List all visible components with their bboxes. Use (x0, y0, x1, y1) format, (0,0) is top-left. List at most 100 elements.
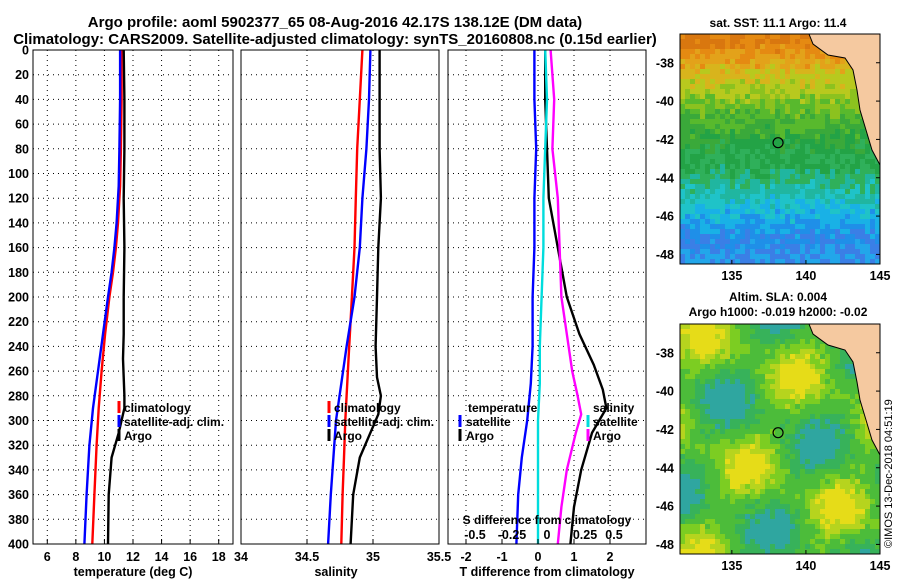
map-cell (845, 439, 850, 444)
map-cell (695, 484, 700, 489)
map-cell (785, 234, 790, 239)
map-cell (710, 49, 715, 54)
map-cell (860, 149, 865, 154)
map-cell (800, 174, 805, 179)
map-cell (825, 349, 830, 354)
map-cell (800, 184, 805, 189)
map-cell (865, 454, 870, 459)
map-cell (765, 404, 770, 409)
map-cell (790, 349, 795, 354)
map-cell (840, 414, 845, 419)
map-cell (840, 244, 845, 249)
map-cell (805, 199, 810, 204)
map-cell (785, 189, 790, 194)
map-cell (775, 209, 780, 214)
map-cell (785, 374, 790, 379)
map-cell (860, 219, 865, 224)
map-cell (700, 369, 705, 374)
map-cell (705, 369, 710, 374)
map-cell (835, 494, 840, 499)
map-cell (695, 114, 700, 119)
map-cell (795, 334, 800, 339)
map-cell (795, 44, 800, 49)
map-cell (740, 234, 745, 239)
map-cell (730, 489, 735, 494)
map-cell (785, 364, 790, 369)
map-cell (785, 384, 790, 389)
series-line-argo (106, 49, 126, 545)
map-cell (815, 364, 820, 369)
map-cell (720, 169, 725, 174)
map-cell (715, 139, 720, 144)
map-cell (840, 154, 845, 159)
map-cell (740, 429, 745, 434)
map-cell (715, 484, 720, 489)
map-cell (720, 339, 725, 344)
map-cell (770, 479, 775, 484)
map-cell (780, 164, 785, 169)
map-cell (840, 394, 845, 399)
map-cell (815, 84, 820, 89)
map-cell (715, 104, 720, 109)
map-cell (830, 429, 835, 434)
map-cell (810, 394, 815, 399)
map-cell (685, 434, 690, 439)
map-cell (830, 489, 835, 494)
map-cell (715, 519, 720, 524)
map-cell (755, 194, 760, 199)
map-cell (775, 124, 780, 129)
map-cell (770, 169, 775, 174)
map-cell (745, 69, 750, 74)
map-cell (795, 339, 800, 344)
map-cell (805, 329, 810, 334)
map-cell (795, 509, 800, 514)
map-cell (735, 134, 740, 139)
map-cell (780, 244, 785, 249)
map-cell (680, 169, 685, 174)
map-cell (735, 544, 740, 549)
map-cell (765, 544, 770, 549)
map-cell (825, 344, 830, 349)
map-cell (705, 374, 710, 379)
map-cell (735, 229, 740, 234)
map-cell (850, 234, 855, 239)
map-cell (725, 439, 730, 444)
map-cell (845, 184, 850, 189)
map-cell (795, 349, 800, 354)
map-cell (805, 494, 810, 499)
sla-map-field (680, 324, 880, 554)
map-cell (850, 509, 855, 514)
map-cell (750, 529, 755, 534)
map-cell (760, 459, 765, 464)
map-cell (745, 49, 750, 54)
map-cell (790, 204, 795, 209)
map-cell (815, 544, 820, 549)
depth-tick-label: 360 (8, 488, 29, 502)
map-cell (710, 114, 715, 119)
map-cell (795, 189, 800, 194)
map-cell (860, 469, 865, 474)
map-cell (865, 524, 870, 529)
map-cell (725, 329, 730, 334)
map-cell (690, 64, 695, 69)
map-cell (720, 409, 725, 414)
map-cell (775, 224, 780, 229)
map-cell (870, 219, 875, 224)
map-cell (705, 194, 710, 199)
map-cell (860, 489, 865, 494)
map-cell (710, 234, 715, 239)
map-cell (745, 179, 750, 184)
map-cell (780, 69, 785, 74)
map-cell (685, 179, 690, 184)
map-cell (820, 514, 825, 519)
map-cell (695, 154, 700, 159)
map-cell (685, 374, 690, 379)
map-cell (830, 244, 835, 249)
map-cell (780, 439, 785, 444)
map-cell (870, 544, 875, 549)
map-cell (825, 399, 830, 404)
map-cell (760, 409, 765, 414)
map-cell (705, 34, 710, 39)
map-cell (845, 379, 850, 384)
map-cell (770, 134, 775, 139)
